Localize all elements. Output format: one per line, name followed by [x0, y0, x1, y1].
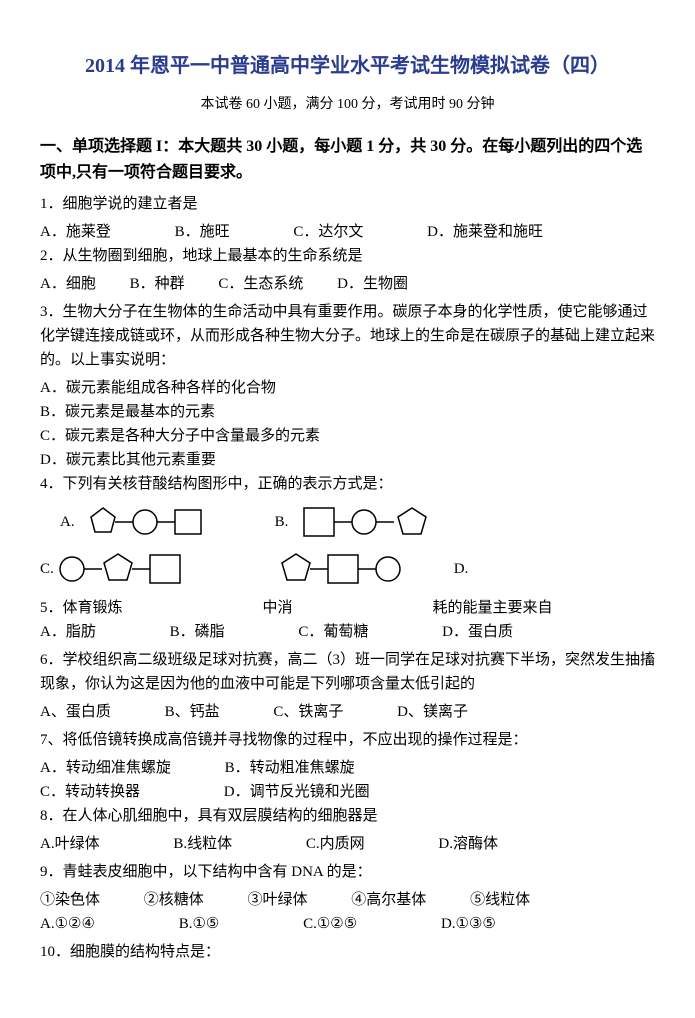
page-subtitle: 本试卷 60 小题，满分 100 分，考试用时 90 分钟 — [40, 94, 655, 116]
q4-b-diagram — [298, 502, 458, 542]
q3-b: B．碳元素是最基本的元素 — [40, 400, 655, 424]
q5-text: 5．体育锻炼 中消 耗的能量主要来自 — [40, 596, 655, 620]
q4-row2: C. D. — [40, 548, 655, 590]
q1-a: A．施莱登 — [40, 220, 111, 244]
q3-a: A．碳元素能组成各种各样的化合物 — [40, 376, 655, 400]
q4-c-diagram — [54, 548, 204, 590]
page-title: 2014 年恩平一中普通高中学业水平考试生物模拟试卷（四） — [40, 50, 655, 82]
q6-text: 6．学校组织高二级班级足球对抗赛，高二（3）班一同学在足球对抗赛下半场，突然发生… — [40, 648, 655, 696]
q4-d-label: D. — [454, 557, 469, 581]
q8-options: A.叶绿体 B.线粒体 C.内质网 D.溶酶体 — [40, 832, 655, 856]
q7-text: 7、将低倍镜转换成高倍镜并寻找物像的过程中，不应出现的操作过程是： — [40, 728, 655, 752]
q2-text: 2．从生物圈到细胞，地球上最基本的生命系统是 — [40, 244, 655, 268]
q7-b: B．转动粗准焦螺旋 — [225, 760, 355, 776]
q1-options: A．施莱登 B．施旺 C．达尔文 D．施莱登和施旺 — [40, 220, 655, 244]
q2-c: C．生态系统 — [218, 272, 303, 296]
q9-i2: ②核糖体 — [144, 888, 204, 912]
q4-d-diagram — [274, 548, 424, 590]
q2-a: A．细胞 — [40, 272, 96, 296]
q6-options: A、蛋白质 B、钙盐 C、铁离子 D、镁离子 — [40, 700, 655, 724]
q9-text: 9．青蛙表皮细胞中，以下结构中含有 DNA 的是： — [40, 860, 655, 884]
q3-c: C．碳元素是各种大分子中含量最多的元素 — [40, 424, 655, 448]
q6-c: C、铁离子 — [273, 700, 343, 724]
q9-items: ①染色体 ②核糖体 ③叶绿体 ④高尔基体 ⑤线粒体 — [40, 888, 655, 912]
q8-text: 8．在人体心肌细胞中，具有双层膜结构的细胞器是 — [40, 804, 655, 828]
q4-a-label: A. — [60, 510, 75, 534]
q1-text: 1．细胞学说的建立者是 — [40, 192, 655, 216]
q9-i5: ⑤线粒体 — [470, 888, 530, 912]
q3-text: 3．生物大分子在生物体的生命活动中具有重要作用。碳原子本身的化学性质，使它能够通… — [40, 300, 655, 372]
q5-t1: 5．体育锻炼 — [40, 596, 123, 620]
q3-d: D．碳元素比其他元素重要 — [40, 448, 655, 472]
q9-i3: ③叶绿体 — [248, 888, 308, 912]
q7-a: A．转动细准焦螺旋 — [40, 756, 171, 780]
q7-d: D．调节反光镜和光圈 — [224, 784, 370, 800]
q4-text: 4．下列有关核苷酸结构图形中，正确的表示方式是： — [40, 472, 655, 496]
q2-options: A．细胞 B．种群 C．生态系统 D．生物圈 — [40, 272, 655, 296]
q9-d: D.①③⑤ — [441, 912, 496, 936]
q1-c: C．达尔文 — [293, 220, 363, 244]
q5-t2: 中消 — [263, 596, 293, 620]
q2-b: B．种群 — [130, 272, 185, 296]
q8-d: D.溶酶体 — [438, 832, 498, 856]
q9-c: C.①②⑤ — [303, 912, 357, 936]
q5-b: B．磷脂 — [170, 620, 225, 644]
q5-d: D．蛋白质 — [442, 620, 513, 644]
q9-options: A.①②④ B.①⑤ C.①②⑤ D.①③⑤ — [40, 912, 655, 936]
q5-t3: 耗的能量主要来自 — [433, 596, 553, 620]
q7-c: C．转动转换器 — [40, 780, 140, 804]
q5-a: A．脂肪 — [40, 620, 96, 644]
q6-b: B、钙盐 — [165, 700, 220, 724]
q6-a: A、蛋白质 — [40, 700, 111, 724]
q8-b: B.线粒体 — [173, 832, 232, 856]
q4-row1: A. B. — [40, 502, 655, 542]
q7-row2: C．转动转换器 D．调节反光镜和光圈 — [40, 780, 655, 804]
q1-d: D．施莱登和施旺 — [427, 220, 543, 244]
q9-a: A.①②④ — [40, 912, 95, 936]
q8-c: C.内质网 — [306, 832, 365, 856]
q5-options: A．脂肪 B．磷脂 C．葡萄糖 D．蛋白质 — [40, 620, 655, 644]
q10-text: 10．细胞膜的结构特点是： — [40, 940, 655, 964]
q9-i4: ④高尔基体 — [351, 888, 426, 912]
section-header: 一、单项选择题 I：本大题共 30 小题，每小题 1 分，共 30 分。在每小题… — [40, 134, 655, 185]
q9-b: B.①⑤ — [179, 912, 220, 936]
q1-b: B．施旺 — [175, 220, 230, 244]
q6-d: D、镁离子 — [397, 700, 468, 724]
q5-c: C．葡萄糖 — [298, 620, 368, 644]
q4-b-label: B. — [275, 510, 289, 534]
q9-i1: ①染色体 — [40, 888, 100, 912]
q2-d: D．生物圈 — [337, 272, 408, 296]
q4-a-diagram — [85, 502, 225, 542]
q4-c-label: C. — [40, 557, 54, 581]
q7-row1: A．转动细准焦螺旋 B．转动粗准焦螺旋 — [40, 756, 655, 780]
q8-a: A.叶绿体 — [40, 832, 100, 856]
